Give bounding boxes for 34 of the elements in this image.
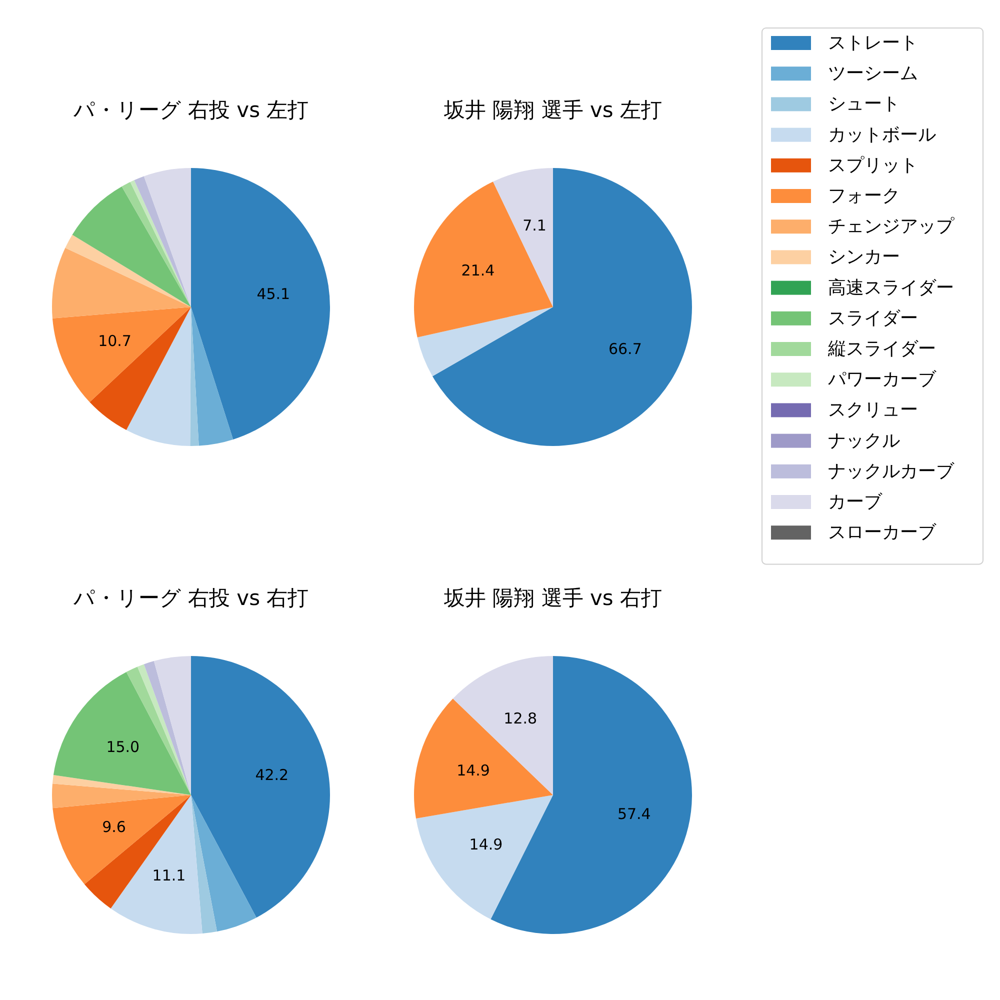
legend-label: シュート bbox=[828, 94, 900, 115]
data-label: 9.6 bbox=[102, 818, 126, 836]
data-label: 10.7 bbox=[98, 332, 132, 350]
legend-label: ストレート bbox=[828, 32, 918, 54]
legend-label: パワーカーブ bbox=[827, 369, 937, 390]
legend-label: フォーク bbox=[828, 186, 900, 206]
data-label: 12.8 bbox=[504, 709, 538, 728]
legend-label: ナックルカーブ bbox=[828, 460, 955, 482]
legend-label: カーブ bbox=[828, 492, 883, 512]
legend-label: チェンジアップ bbox=[828, 216, 955, 238]
data-label: 14.9 bbox=[469, 836, 503, 854]
data-label: 57.4 bbox=[617, 805, 651, 824]
legend-label: 縦スライダー bbox=[827, 338, 936, 360]
data-label: 45.1 bbox=[256, 285, 290, 304]
data-label: 7.1 bbox=[522, 216, 546, 235]
data-label: 66.7 bbox=[608, 340, 642, 358]
legend-label: 高速スライダー bbox=[828, 277, 954, 298]
chart-title: 坂井 陽翔 選手 vs 左打 bbox=[442, 98, 662, 122]
text: パ・リーグ 右投 vs 左打 bbox=[72, 98, 309, 122]
chart-title: パ・リーグ 右投 vs 右打 bbox=[72, 586, 309, 610]
data-label: 14.9 bbox=[456, 761, 490, 780]
data-label: 21.4 bbox=[461, 262, 495, 280]
chart-title: 坂井 陽翔 選手 vs 右打 bbox=[442, 586, 662, 610]
legend-label: スクリュー bbox=[828, 400, 918, 421]
legend-label: ナックル bbox=[828, 430, 900, 452]
data-label: 42.2 bbox=[255, 766, 289, 784]
legend-label: ツーシーム bbox=[828, 63, 918, 84]
legend-label: シンカー bbox=[828, 246, 900, 268]
legend-label: カットボール bbox=[828, 124, 936, 146]
legend-label: スプリット bbox=[828, 154, 918, 176]
legend-label: スライダー bbox=[828, 308, 918, 329]
legend-label: スローカーブ bbox=[828, 522, 937, 544]
data-label: 15.0 bbox=[106, 738, 140, 756]
data-label: 11.1 bbox=[152, 866, 186, 884]
